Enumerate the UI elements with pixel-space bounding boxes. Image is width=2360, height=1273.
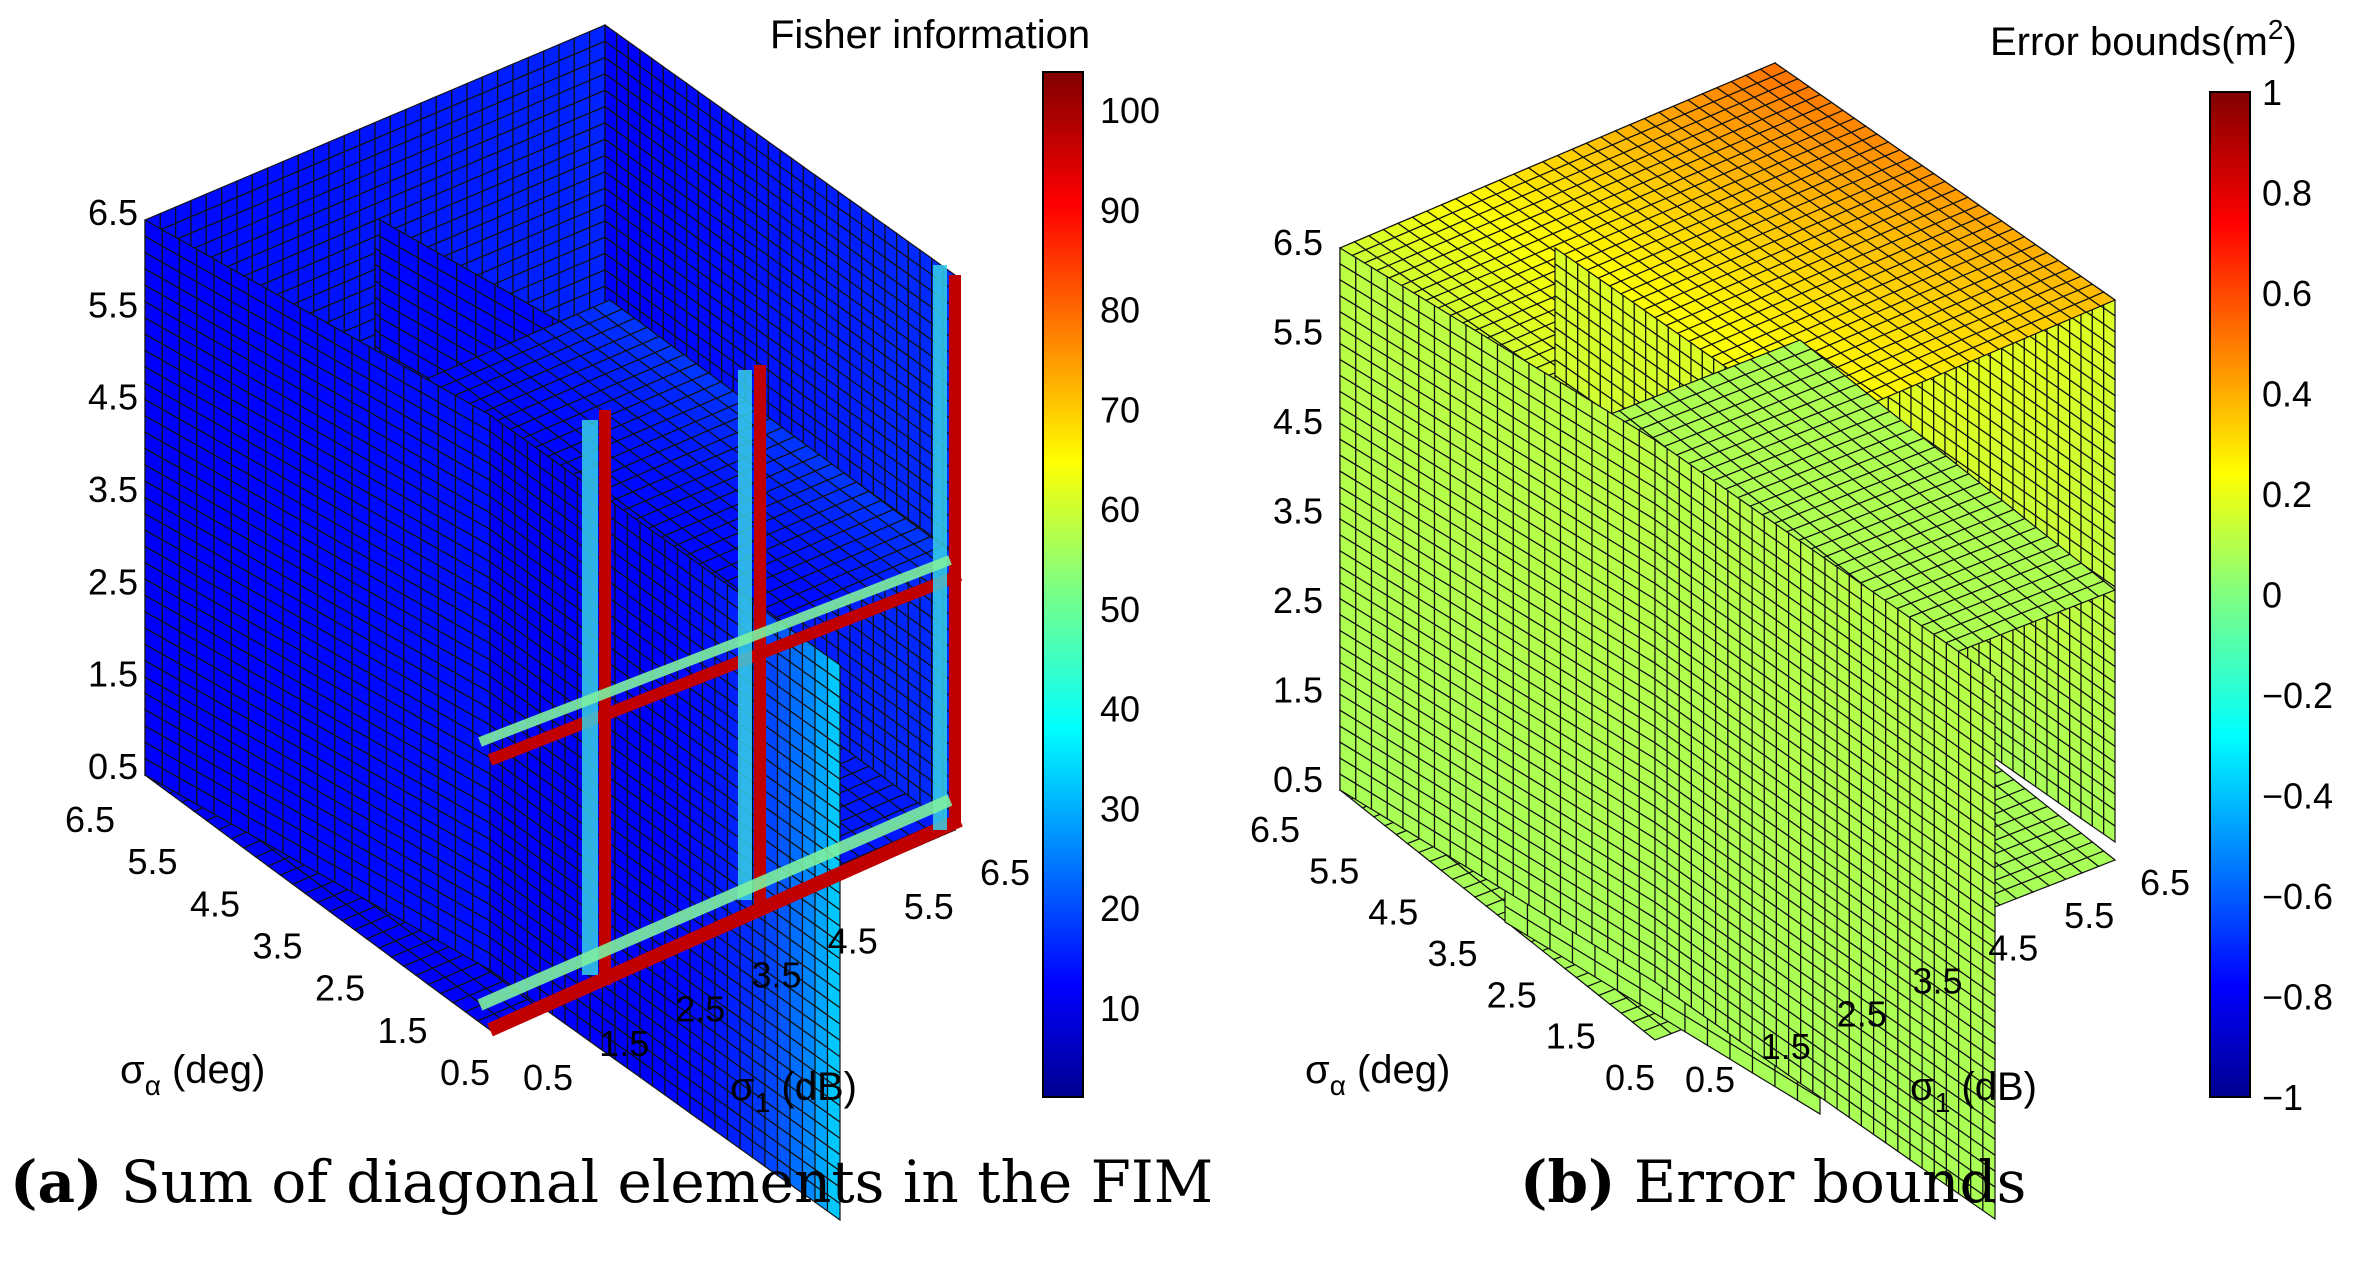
panel-a-volume [143,23,963,1222]
panel-a: 0.51.52.53.54.55.56.5 6.55.54.53.52.51.5… [65,13,1160,1222]
